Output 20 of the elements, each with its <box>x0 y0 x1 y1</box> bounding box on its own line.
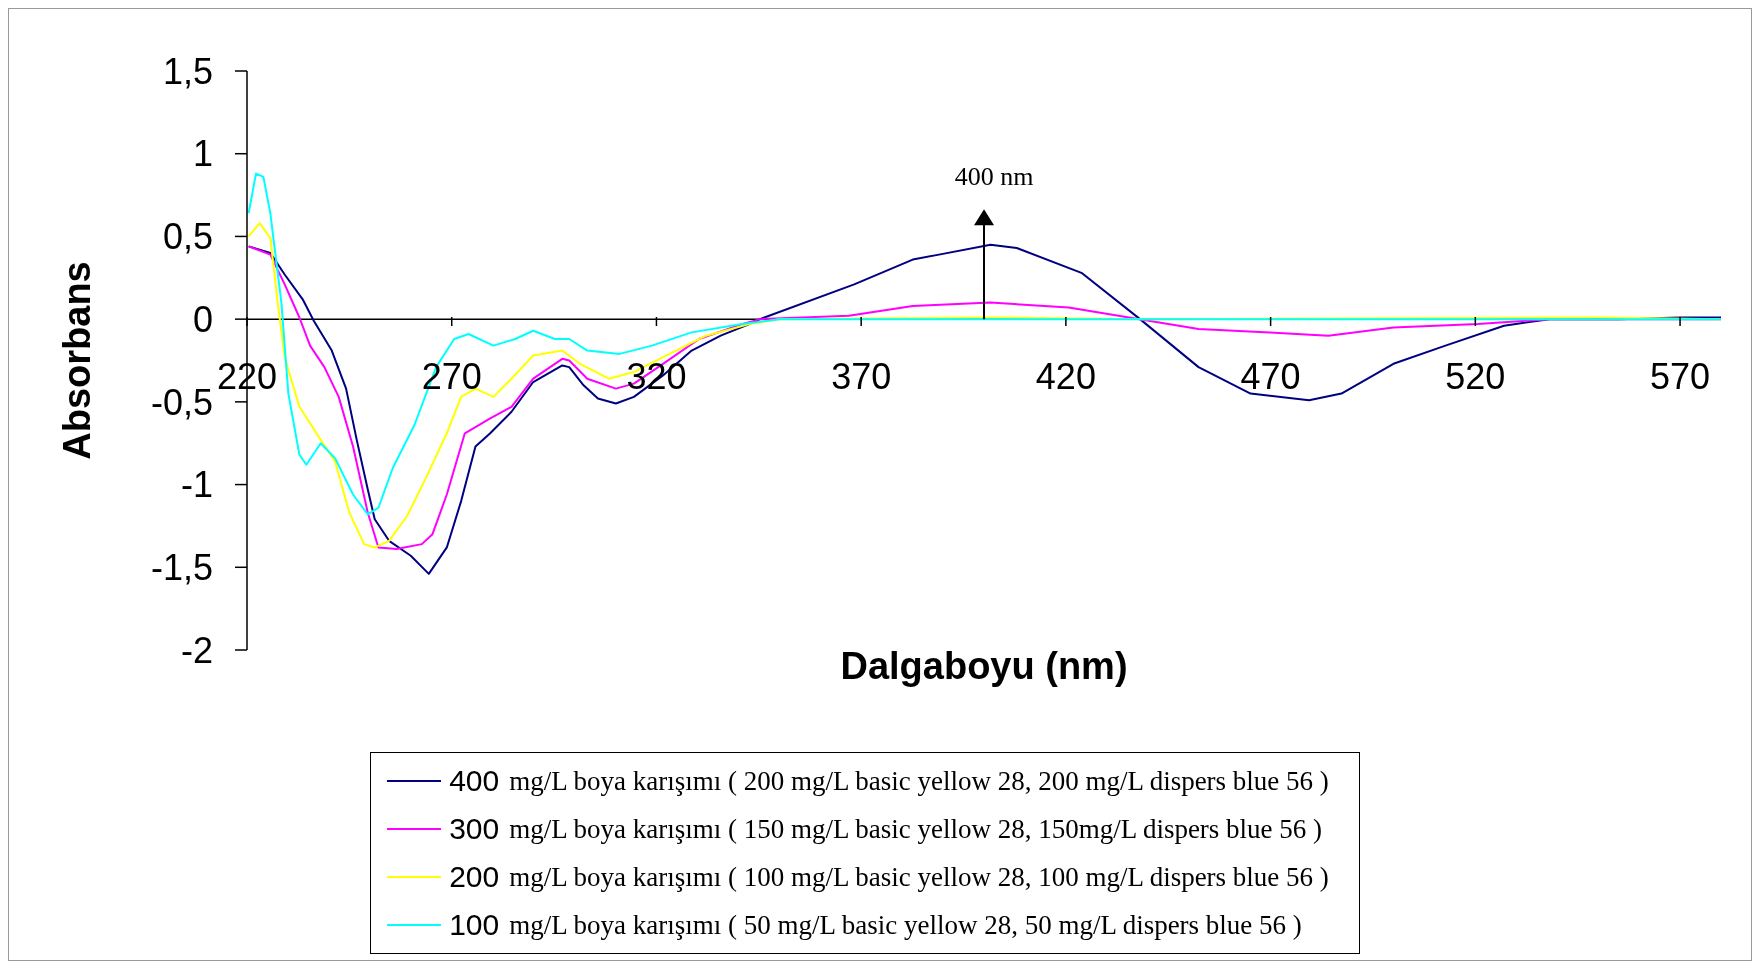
ref-line-label: 400 nm <box>954 162 1034 192</box>
y-tick-label: 1,5 <box>162 50 213 92</box>
legend-label: 100 mg/L boya karışımı ( 50 mg/L basic yellow 28, 50 mg/L dispers blue 56 ) <box>449 908 1302 942</box>
y-tick-label: 0 <box>192 298 213 340</box>
y-tick-label: -0,5 <box>150 381 213 423</box>
x-tick-label: 470 <box>1240 356 1301 397</box>
x-tick-label: 420 <box>1035 356 1096 397</box>
y-tick-label: -2 <box>180 629 213 671</box>
y-axis-title: Absorbans <box>56 261 99 460</box>
y-tick-label: -1,5 <box>150 547 213 589</box>
x-tick-label: 570 <box>1650 356 1711 397</box>
legend-label: 200 mg/L boya karışımı ( 100 mg/L basic yellow 28, 100 mg/L dispers blue 56 ) <box>449 860 1329 894</box>
legend-label: 400 mg/L boya karışımı ( 200 mg/L basic yellow 28, 200 mg/L dispers blue 56 ) <box>449 764 1329 798</box>
y-tick-label: -1 <box>180 464 213 506</box>
legend-label: 300 mg/L boya karışımı ( 150 mg/L basic yellow 28, 150mg/L dispers blue 56 ) <box>449 812 1323 846</box>
x-tick-label: 520 <box>1445 356 1506 397</box>
y-tick-label: 0,5 <box>162 216 213 258</box>
x-tick-label: 370 <box>831 356 892 397</box>
x-axis-title: Dalgaboyu (nm) <box>840 644 1128 687</box>
y-tick-label: 1 <box>192 133 213 175</box>
